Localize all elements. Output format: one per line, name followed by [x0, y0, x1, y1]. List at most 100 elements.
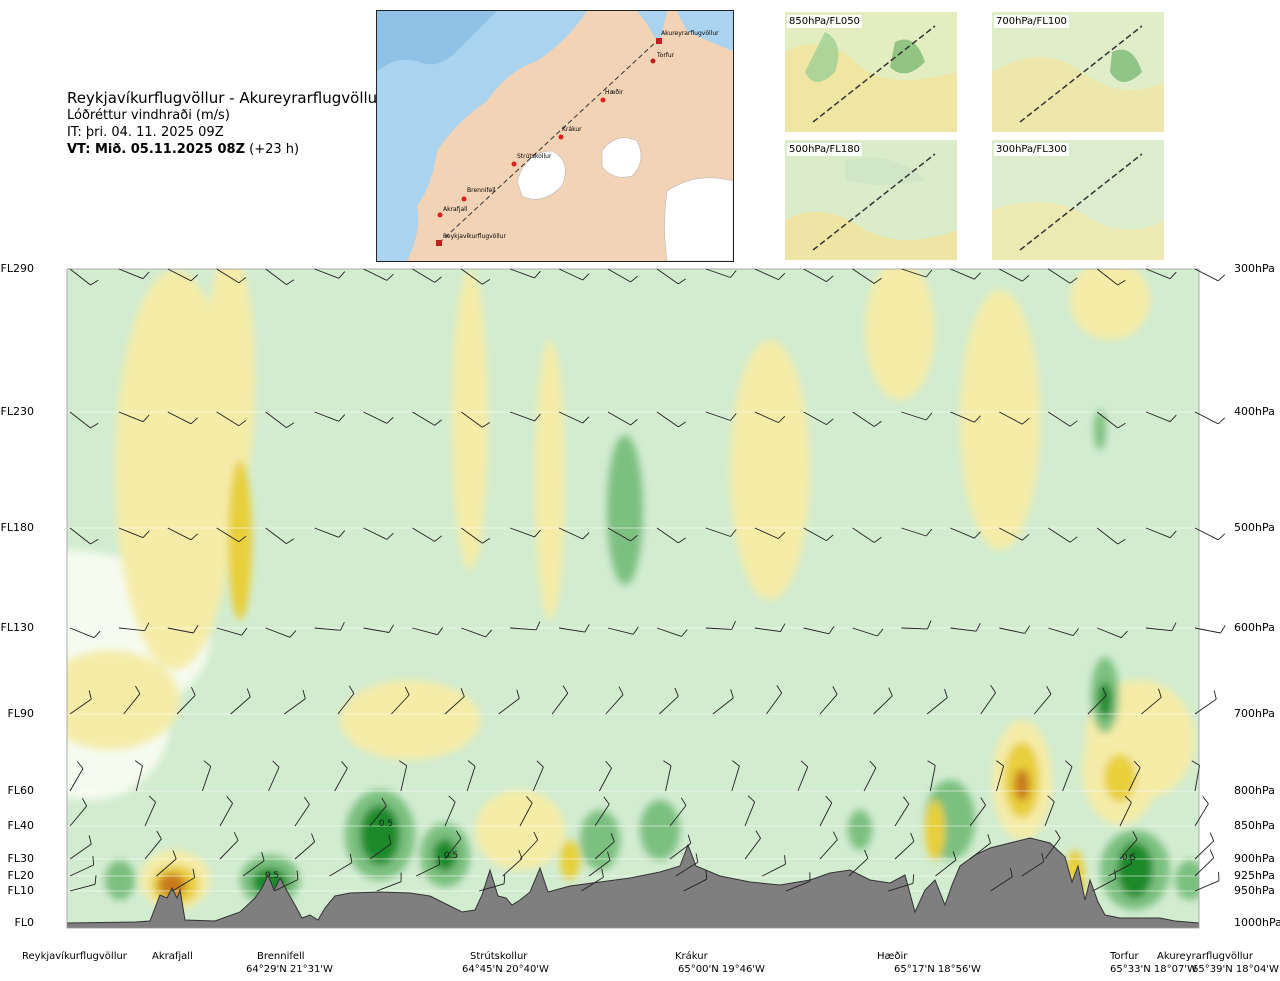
wind-barb-44 [1048, 411, 1071, 427]
wind-barb-111 [873, 695, 893, 715]
wind-barb-feather-44 [1069, 420, 1078, 427]
wind-barb-156 [369, 843, 392, 860]
thumbnail-850hpa-plot [785, 12, 957, 132]
wind-barb-64 [852, 527, 875, 543]
wind-barb-165 [1044, 837, 1061, 860]
wind-barb-feather-87 [828, 626, 835, 635]
field-blob-downdraft-weak-12 [1070, 269, 1150, 340]
wind-barb-feather-28 [286, 422, 295, 428]
pressure-label-900hpa: 900hPa [1234, 852, 1275, 865]
wind-barb-85 [705, 627, 732, 630]
wind-barb-feather-60 [678, 537, 686, 544]
wind-barb-185 [376, 881, 402, 892]
wind-barb-feather-120 [203, 760, 212, 767]
wind-barb-feather-157 [455, 830, 462, 839]
wind-barb-143 [594, 803, 610, 827]
wind-barb-27 [216, 411, 240, 427]
wind-barb-feather-92 [1072, 628, 1079, 636]
map-label-4: Strútskollur [517, 153, 552, 160]
thumbnail-850hpa[interactable]: 850hPa/FL050 [785, 12, 957, 132]
wind-barb-42 [950, 411, 975, 423]
thumbnail-850hpa-label: 850hPa/FL050 [787, 15, 862, 28]
wind-barb-feather-61 [730, 529, 737, 537]
wind-barb-feather-160 [687, 834, 692, 844]
wind-barb-141 [444, 801, 456, 827]
wind-barb-113 [980, 692, 996, 715]
wind-barb-feather-7 [434, 276, 442, 283]
wind-barb-68 [1048, 527, 1071, 543]
wind-barb-feather-18 [974, 272, 981, 280]
wind-barb-feather-183 [192, 868, 196, 878]
wind-barb-feather-143 [603, 796, 610, 805]
wind-barb-feather-132 [996, 760, 1004, 767]
wind-barb-17 [901, 268, 927, 278]
thumbnail-700hpa[interactable]: 700hPa/FL100 [992, 12, 1164, 132]
wind-barb-173 [502, 858, 523, 877]
wind-barb-feather-35 [630, 418, 638, 426]
wind-barb-feather-124 [467, 760, 476, 767]
wind-barb-feather-29 [338, 414, 346, 422]
wind-barb-feather-162 [832, 831, 838, 840]
wind-barb-175 [675, 861, 699, 877]
wind-barb-feather-65 [925, 528, 933, 537]
wind-barb-feather-59 [630, 534, 638, 542]
wind-barb-41 [901, 411, 927, 421]
thumbnail-300hpa[interactable]: 300hPa/FL300 [992, 140, 1164, 260]
wind-barb-feather-181 [1209, 849, 1215, 859]
wind-barb-feather-46 [1169, 414, 1177, 423]
wind-barb-138 [219, 803, 233, 827]
field-blob-downdraft-weak-8 [535, 340, 565, 620]
route-map: Akureyrarflugvöllur Torfur Hæðir Krákur … [376, 10, 734, 262]
wind-barb-feather-64 [873, 536, 882, 543]
field-blob-downdraft-weak-6 [340, 680, 480, 760]
wind-barb-155 [294, 841, 315, 860]
wind-barb-feather-62 [778, 531, 786, 539]
location-label-4: Krákur [675, 951, 708, 962]
wind-barb-feather-53 [338, 530, 346, 538]
plot-frame [66, 268, 1200, 929]
wind-barb-feather-40 [873, 420, 882, 427]
wind-barb-102 [391, 694, 410, 715]
wind-barb-feather-175 [695, 853, 699, 863]
wind-barb-124 [466, 766, 476, 792]
wind-barb-feather-111 [888, 687, 893, 697]
wind-barb-103 [444, 696, 465, 715]
wind-barb-feather-11 [630, 275, 638, 283]
wind-barb-81 [510, 627, 537, 631]
wind-barb-feather-145 [747, 795, 756, 803]
wind-barb-feather-115 [1102, 687, 1107, 696]
wind-barb-52 [265, 527, 287, 544]
wind-barb-30 [363, 411, 387, 424]
wind-barb-feather-20 [1069, 277, 1078, 284]
wind-barb-feather-96 [88, 690, 92, 700]
wind-barb-feather-0 [90, 279, 99, 286]
wind-barb-feather-58 [582, 532, 590, 540]
wind-barb-89 [901, 627, 928, 630]
wind-barb-61 [705, 527, 731, 537]
wind-barb-94 [1146, 627, 1172, 632]
location-coord-6: 65°33'N 18°07'W [1110, 964, 1197, 975]
wind-barb-172 [416, 864, 440, 877]
map-sea-north [677, 11, 733, 51]
wind-barb-57 [510, 527, 535, 538]
wind-barb-feather-71 [1217, 533, 1226, 541]
wind-barb-55 [412, 527, 435, 542]
wind-barb-116 [1141, 696, 1162, 715]
fl-label-fl10: FL10 [7, 884, 34, 897]
wind-barb-2 [167, 268, 192, 282]
thumbnail-500hpa[interactable]: 500hPa/FL180 [785, 140, 957, 260]
wind-barb-feather-110 [832, 686, 838, 695]
wind-barb-73 [118, 627, 145, 632]
wind-barb-78 [363, 627, 390, 633]
wind-barb-118 [69, 768, 84, 792]
thumbnail-700hpa-label: 700hPa/FL100 [994, 15, 1069, 28]
contour-label-0: 0.5 [379, 819, 393, 829]
wind-barb-feather-31 [434, 419, 442, 426]
wind-barb-90 [950, 627, 977, 632]
wind-barb-feather-1 [142, 271, 150, 280]
map-point-akureyrarflugvollur [656, 38, 662, 44]
map-label-1: Torfur [656, 52, 675, 59]
wind-barb-feather-112 [944, 688, 948, 698]
wind-barb-96 [69, 698, 92, 715]
wind-barb-feather-135 [1191, 760, 1200, 766]
